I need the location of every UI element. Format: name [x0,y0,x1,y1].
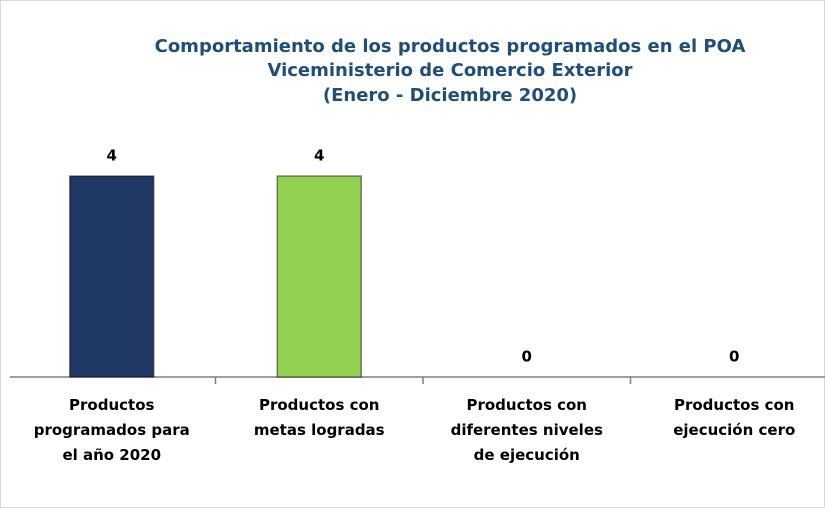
bar [276,175,362,378]
data-label: 0 [522,348,532,366]
chart-subtitle: Viceministerio de Comercio Exterior [267,60,632,81]
x-tick-label: Productos con ejecución cero [673,396,795,439]
x-tick-label: Productos programados para el año 2020 [34,396,190,464]
data-label: 4 [107,147,117,165]
chart-subtitle: (Enero - Diciembre 2020) [323,85,577,106]
x-tick-label: Productos con metas logradas [254,396,385,439]
bar [69,175,155,378]
chart-title: Comportamiento de los productos programa… [155,36,746,57]
data-label: 4 [314,147,324,165]
x-tick-label: Productos con diferentes niveles de ejecuc… [451,396,603,464]
data-label: 0 [729,348,739,366]
